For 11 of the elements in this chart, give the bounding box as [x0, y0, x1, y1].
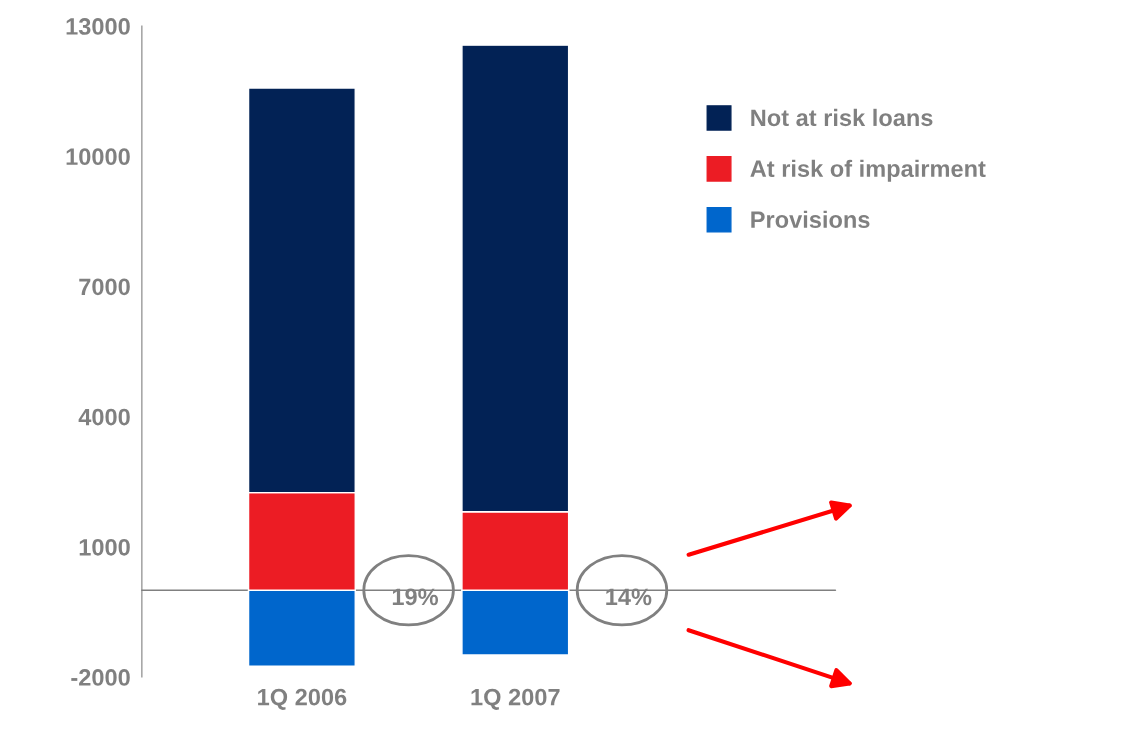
legend-label: At risk of impairment	[750, 159, 986, 182]
y-tick-label: 13000	[66, 18, 130, 35]
y-tick-label: 4000	[78, 408, 130, 426]
y-tick-label: -2000	[71, 669, 130, 686]
y-tick-label: 10000	[66, 148, 130, 166]
legend-label: Not at risk loans	[751, 108, 933, 127]
legend-label: Provisions	[751, 210, 870, 229]
x-tick-label: 1Q 2007	[471, 688, 560, 710]
y-tick-label: 7000	[79, 278, 130, 296]
x-tick-label: 1Q 2006	[258, 688, 347, 710]
y-tick-label: 1000	[79, 538, 130, 556]
